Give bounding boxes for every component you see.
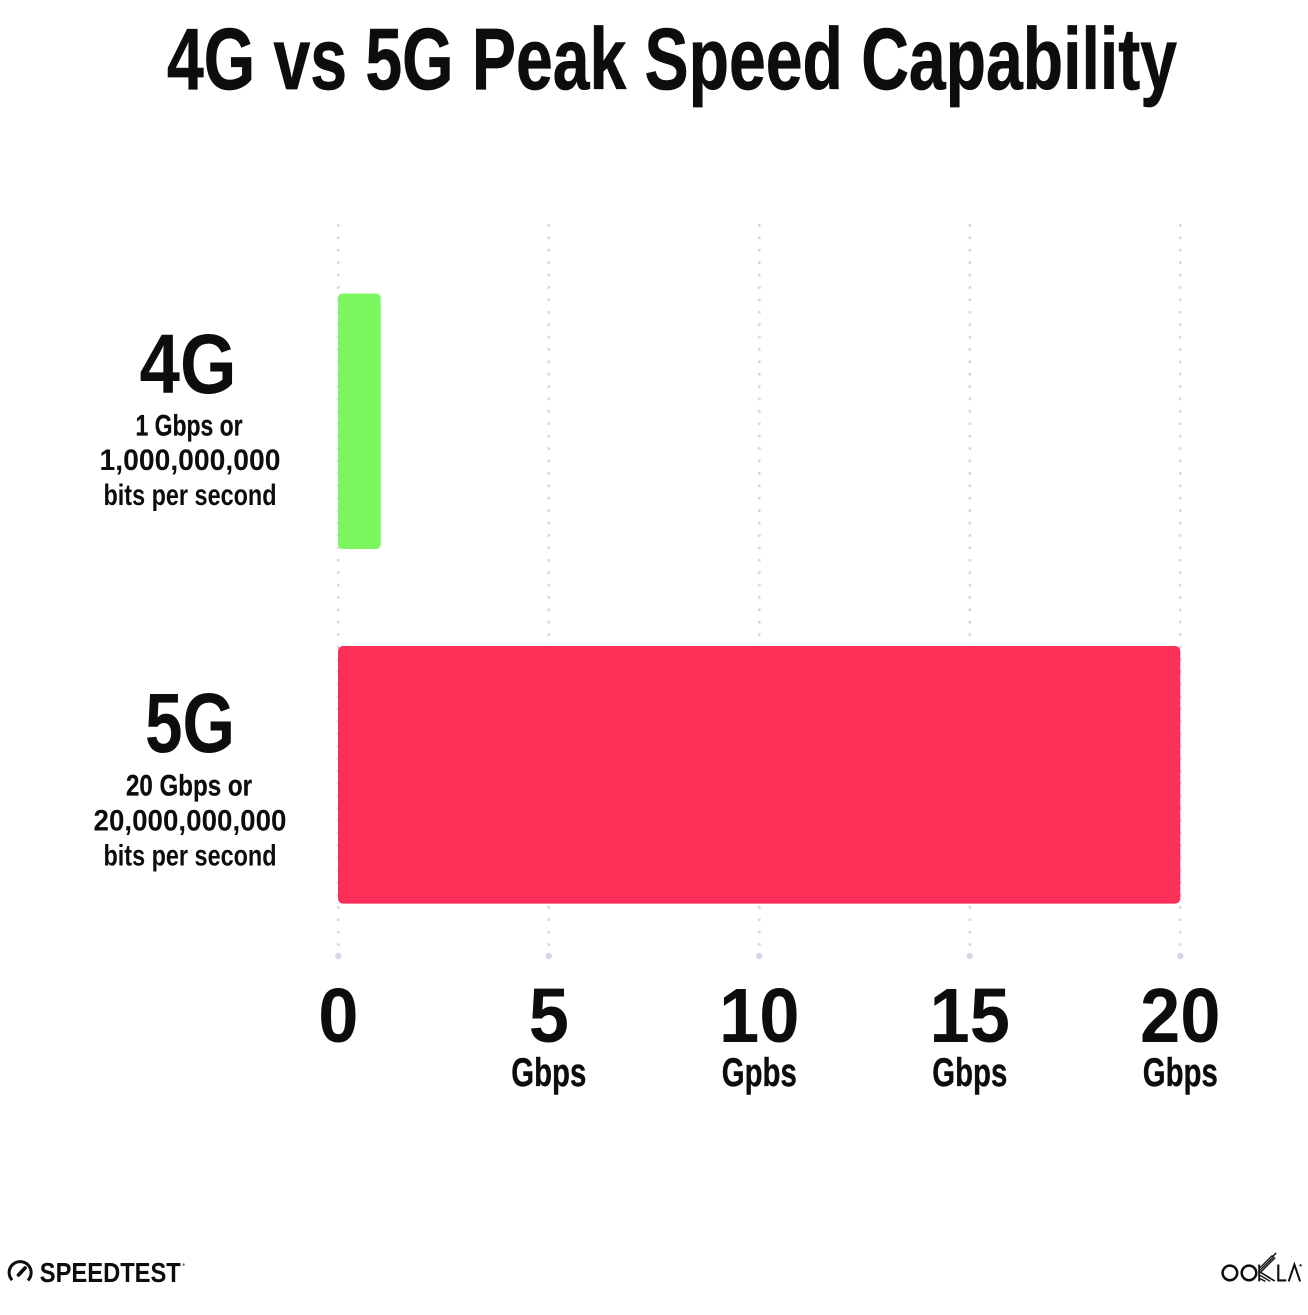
svg-text:0: 0	[318, 973, 358, 1059]
svg-text:Gbps: Gbps	[511, 1051, 586, 1095]
svg-text:5: 5	[529, 973, 569, 1059]
svg-text:10: 10	[719, 973, 800, 1059]
svg-text:20 Gbps or: 20 Gbps or	[126, 770, 252, 803]
svg-text:SPEEDTEST: SPEEDTEST	[40, 1257, 181, 1288]
svg-text:Gbps: Gbps	[932, 1051, 1007, 1095]
svg-text:15: 15	[930, 973, 1011, 1059]
svg-text:20: 20	[1140, 973, 1221, 1059]
svg-text:Gpbs: Gpbs	[722, 1051, 797, 1095]
svg-text:Gbps: Gbps	[1143, 1051, 1218, 1095]
svg-text:4G: 4G	[140, 317, 237, 411]
svg-text:5G: 5G	[145, 676, 235, 770]
svg-text:1 Gbps or: 1 Gbps or	[136, 410, 243, 443]
svg-text:20,000,000,000: 20,000,000,000	[94, 805, 287, 838]
svg-text:1,000,000,000: 1,000,000,000	[100, 444, 281, 477]
svg-text:bits per second: bits per second	[104, 479, 277, 512]
svg-text:bits per second: bits per second	[104, 840, 277, 873]
svg-text:4G vs 5G Peak Speed Capability: 4G vs 5G Peak Speed Capability	[167, 11, 1177, 108]
